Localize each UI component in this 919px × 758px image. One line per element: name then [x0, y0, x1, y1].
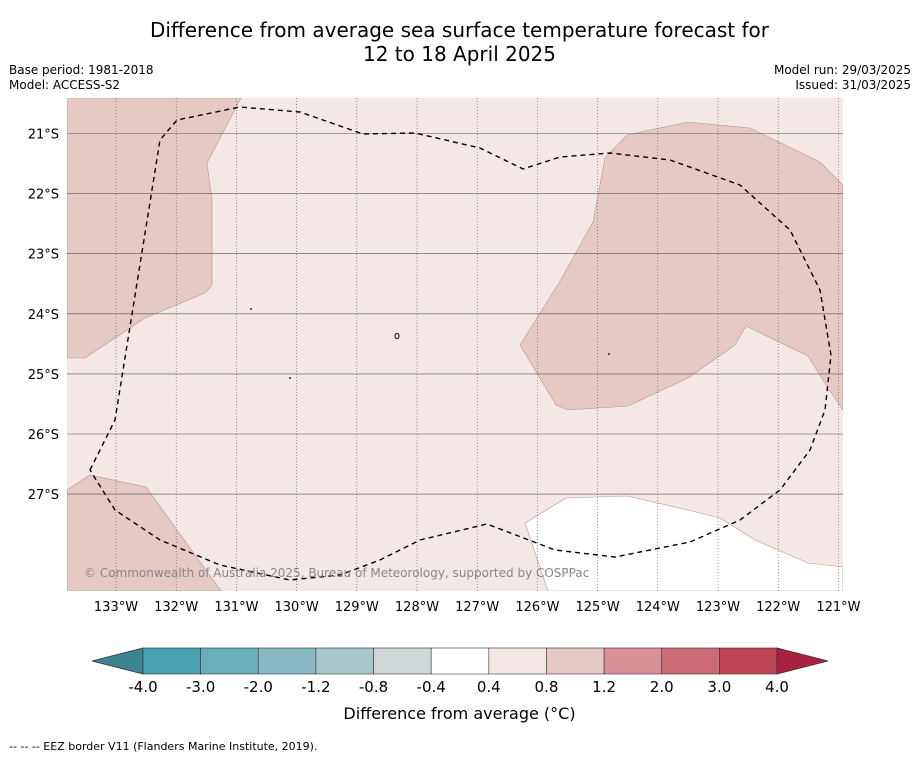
lon-label: 127°W	[455, 600, 499, 615]
lon-label: 121°W	[816, 600, 860, 615]
lon-label: 125°W	[576, 600, 620, 615]
lon-label: 131°W	[214, 600, 258, 615]
longitude-labels: 133°W 132°W 131°W 130°W 129°W 128°W 127°W 126°W…	[94, 600, 861, 615]
base-period: Base period: 1981-2018	[9, 63, 154, 77]
eez-boundary	[89, 106, 832, 581]
colorbar-tick: -3.0	[186, 678, 215, 696]
colorbar-tick: 0.4	[477, 678, 501, 696]
meta-right: Model run: 29/03/2025 Issued: 31/03/2025	[774, 63, 911, 93]
islands	[250, 308, 610, 379]
lat-label: 23°S	[28, 248, 59, 263]
lon-label: 133°W	[94, 600, 138, 615]
colorbar-label: Difference from average (°C)	[0, 704, 919, 723]
model-run: Model run: 29/03/2025	[773, 63, 911, 77]
colorbar-label-end: )	[569, 704, 576, 723]
lat-label: 24°S	[28, 308, 59, 323]
warm-region-southwest	[67, 474, 222, 591]
colorbar-segment	[430, 647, 490, 675]
lat-label: 21°S	[28, 128, 59, 143]
colorbar-tick: 2.0	[650, 678, 674, 696]
lon-label: 124°W	[636, 600, 680, 615]
colorbar: -4.0 -3.0 -2.0 -1.2 -0.8 -0.4 0.4 0.8 1.2 2.0 3.0 4…	[91, 647, 829, 696]
eez-footnote: -- -- -- EEZ border V11 (Flanders Marine…	[9, 740, 318, 753]
colorbar-segment	[546, 647, 605, 675]
island-4	[608, 353, 610, 355]
colorbar-tick: -2.0	[244, 678, 273, 696]
lon-label: 132°W	[154, 600, 198, 615]
colorbar-segment	[373, 647, 432, 675]
lat-label: 25°S	[28, 368, 59, 383]
colorbar-tick: -4.0	[128, 678, 157, 696]
colorbar-under-arrow	[91, 647, 144, 675]
meta-left: Base period: 1981-2018 Model: ACCESS-S2	[9, 63, 154, 93]
colorbar-tick: 4.0	[765, 678, 789, 696]
colorbar-over-arrow	[776, 647, 829, 675]
model-name: Model: ACCESS-S2	[9, 78, 121, 92]
issued-date: Issued: 31/03/2025	[795, 78, 911, 92]
lat-label: 27°S	[28, 488, 59, 503]
colorbar-tick: 0.8	[535, 678, 559, 696]
colorbar-unit: °C	[550, 704, 570, 723]
copyright-notice: © Commonwealth of Australia 2025, Bureau…	[84, 566, 589, 580]
colorbar-segment	[603, 647, 663, 675]
lon-label: 122°W	[756, 600, 800, 615]
lon-label: 129°W	[335, 600, 379, 615]
warm-region-east	[519, 121, 843, 411]
colorbar-tick-labels: -4.0 -3.0 -2.0 -1.2 -0.8 -0.4 0.4 0.8 1.2 2.0 3.0 4…	[128, 678, 789, 696]
colorbar-tick: -0.4	[417, 678, 446, 696]
lon-label: 123°W	[696, 600, 740, 615]
colorbar-segment	[257, 647, 317, 675]
title-line-1: Difference from average sea surface temp…	[149, 18, 769, 42]
colorbar-tick: -1.2	[301, 678, 330, 696]
island-3	[289, 377, 291, 379]
island-2	[250, 308, 252, 310]
chart-title: Difference from average sea surface temp…	[0, 18, 919, 66]
colorbar-tick: 3.0	[707, 678, 731, 696]
lon-label: 126°W	[515, 600, 559, 615]
colorbar-segment	[315, 647, 374, 675]
lon-label: 130°W	[275, 600, 319, 615]
colorbar-tick: -0.8	[359, 678, 388, 696]
colorbar-segment	[142, 647, 201, 675]
lon-label: 128°W	[395, 600, 439, 615]
colorbar-segment	[719, 647, 778, 675]
lat-label: 22°S	[28, 188, 59, 203]
island-1	[394, 333, 400, 339]
colorbar-segment	[200, 647, 259, 675]
colorbar-segment	[488, 647, 547, 675]
graticule	[67, 98, 843, 591]
map-area: © Commonwealth of Australia 2025, Bureau…	[67, 98, 843, 591]
colorbar-tick: 1.2	[592, 678, 616, 696]
latitude-labels: 21°S 22°S 23°S 24°S 25°S 26°S 27°S	[28, 128, 59, 504]
colorbar-segment	[661, 647, 720, 675]
warm-region-northwest	[67, 98, 242, 359]
colorbar-segments	[142, 647, 778, 675]
lat-label: 26°S	[28, 428, 59, 443]
title-line-2: 12 to 18 April 2025	[362, 42, 557, 66]
colorbar-label-text: Difference from average (	[343, 704, 551, 723]
